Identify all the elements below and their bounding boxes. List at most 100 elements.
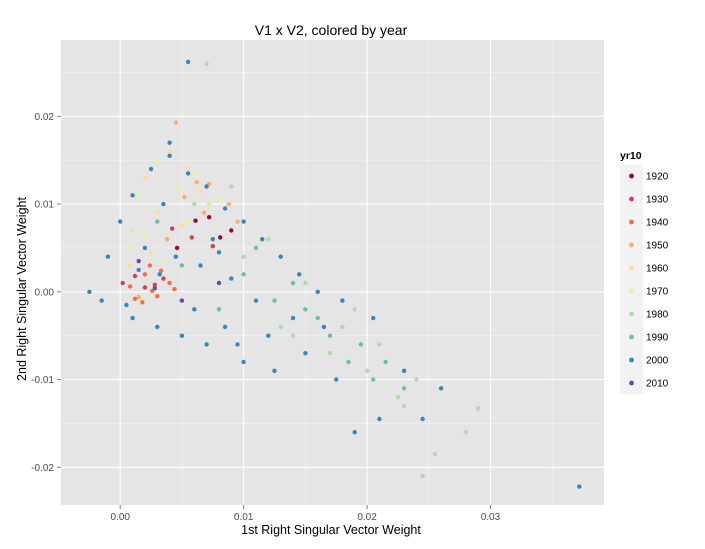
data-point — [164, 237, 170, 242]
data-point — [105, 254, 111, 259]
data-point — [463, 430, 468, 435]
data-point — [132, 273, 138, 279]
y-axis-title: 2nd Right Singular Vector Weight — [15, 197, 29, 381]
data-point — [395, 394, 401, 400]
data-point — [124, 302, 129, 308]
data-point — [99, 298, 104, 303]
data-point — [204, 184, 209, 189]
data-point — [182, 194, 187, 200]
legend-key-point — [629, 334, 634, 340]
data-point — [179, 333, 185, 338]
data-point — [167, 153, 172, 158]
data-point — [179, 223, 185, 229]
data-point — [334, 377, 339, 382]
data-point — [303, 351, 308, 356]
data-point — [142, 245, 148, 251]
data-point — [142, 285, 148, 290]
data-point — [147, 263, 153, 268]
data-point — [198, 263, 203, 268]
data-point — [174, 245, 180, 251]
legend-label: 1950 — [646, 241, 669, 252]
legend-label: 2000 — [646, 356, 669, 367]
data-point — [185, 59, 191, 65]
data-point — [173, 254, 178, 259]
data-point — [136, 267, 141, 273]
data-point — [315, 289, 320, 294]
legend-key-point — [629, 242, 634, 248]
data-point — [189, 235, 194, 240]
data-point — [371, 315, 376, 321]
data-point — [192, 171, 197, 176]
data-point — [204, 342, 209, 347]
data-point — [303, 307, 308, 312]
data-point — [475, 406, 481, 411]
x-tick-label: 0.02 — [357, 512, 377, 523]
data-point — [420, 416, 425, 422]
data-point — [148, 250, 154, 255]
data-point — [352, 430, 357, 435]
data-point — [340, 324, 345, 330]
data-point — [167, 280, 172, 286]
data-point — [179, 298, 185, 303]
y-tick-label: -0.01 — [31, 375, 54, 386]
data-point — [253, 298, 259, 303]
data-point — [172, 287, 177, 292]
data-point — [377, 416, 382, 422]
data-point — [241, 254, 246, 259]
data-point — [202, 210, 207, 215]
x-axis-title: 1st Right Singular Vector Weight — [241, 523, 421, 537]
data-point — [216, 280, 222, 286]
data-point — [241, 359, 246, 365]
data-point — [120, 280, 125, 286]
data-point — [401, 368, 407, 373]
legend-label: 1930 — [646, 195, 669, 206]
data-point — [229, 228, 234, 233]
data-point — [130, 228, 135, 233]
data-point — [158, 268, 164, 273]
data-point — [130, 315, 135, 321]
data-point — [136, 193, 141, 198]
data-point — [206, 201, 212, 207]
data-point — [167, 149, 172, 154]
data-point — [241, 272, 246, 277]
legend: yr10 1920 1930 1940 1950 1960 1970 1980 1990 2000… — [620, 150, 669, 395]
legend-label: 1980 — [646, 310, 669, 321]
legend-label: 1960 — [646, 264, 669, 275]
legend-key-point — [629, 265, 634, 271]
legend-title: yr10 — [620, 150, 642, 162]
data-point — [155, 210, 160, 215]
data-point — [321, 324, 327, 330]
data-point — [161, 201, 166, 207]
data-point — [253, 245, 259, 251]
data-point — [364, 368, 370, 373]
data-point — [155, 324, 160, 330]
data-point — [401, 386, 407, 391]
legend-label: 1990 — [646, 333, 669, 344]
data-point — [266, 237, 271, 242]
data-point — [235, 342, 240, 347]
data-point — [118, 219, 123, 224]
legend-key-point — [629, 357, 634, 363]
data-point — [266, 333, 271, 338]
data-point — [167, 140, 172, 145]
data-point — [222, 324, 228, 330]
data-point — [272, 298, 277, 303]
data-point — [185, 219, 191, 224]
legend-key-point — [629, 219, 634, 225]
data-point — [152, 282, 157, 287]
data-point — [155, 219, 160, 224]
data-point — [315, 315, 320, 321]
data-point — [414, 377, 419, 382]
data-point — [377, 342, 382, 347]
data-point — [303, 280, 308, 286]
data-point — [192, 201, 197, 207]
data-point — [210, 237, 215, 242]
data-point — [371, 377, 376, 382]
data-point — [327, 333, 333, 338]
data-point — [204, 237, 209, 242]
data-point — [241, 219, 246, 224]
x-tick-label: 0.00 — [111, 512, 131, 523]
data-point — [260, 237, 265, 242]
data-point — [432, 451, 438, 457]
